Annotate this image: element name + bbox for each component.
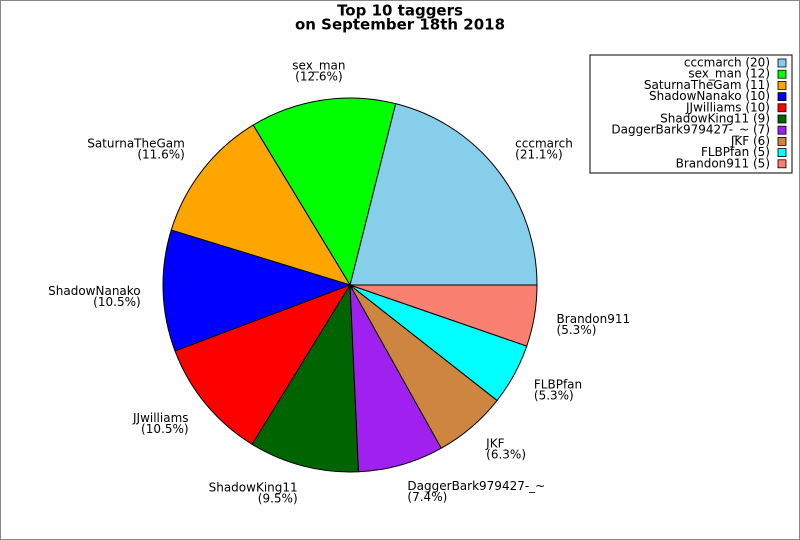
- legend-label: DaggerBark979427-_~ (7): [611, 123, 770, 137]
- slice-label: ShadowNanako: [48, 284, 141, 298]
- chart-subtitle: on September 18th 2018: [295, 16, 505, 34]
- pie-slice: [174, 284, 352, 446]
- slice-value-label: (11.6%): [137, 148, 184, 162]
- slice-value-label: (10.5%): [93, 295, 140, 309]
- pie-slice: [349, 103, 538, 286]
- legend-label: ShadowKing11 (9): [660, 112, 770, 126]
- legend-swatch: [777, 136, 787, 146]
- pie-slice: [170, 124, 352, 286]
- legend-label: FLBPfan (5): [701, 145, 770, 159]
- legend-swatch: [777, 148, 787, 158]
- slice-label: FLBPfan: [534, 378, 582, 392]
- slice-value-label: (12.6%): [295, 69, 342, 83]
- slice-value-label: (7.4%): [407, 490, 447, 504]
- slice-value-label: (5.3%): [557, 323, 597, 337]
- slice-label: Brandon911: [557, 312, 631, 326]
- legend-box: [589, 54, 793, 174]
- legend-label: JKF (6): [730, 134, 770, 148]
- legend-label: SaturnaTheGam (11): [644, 78, 770, 92]
- slice-label: cccmarch: [515, 137, 573, 151]
- chart-title: Top 10 taggers: [337, 2, 463, 20]
- slice-label: ShadowKing11: [209, 480, 298, 494]
- legend-label: sex_man (12): [688, 67, 770, 81]
- legend-label: Brandon911 (5): [676, 156, 770, 170]
- legend-swatch: [777, 125, 787, 135]
- slice-label: sex_man: [292, 58, 345, 72]
- legend-swatch: [777, 103, 787, 113]
- pie-slice: [252, 97, 397, 287]
- slice-label: SaturnaTheGam: [87, 137, 185, 151]
- slice-value-label: (5.3%): [534, 389, 574, 403]
- pie-slice: [251, 283, 360, 473]
- legend-label: cccmarch (20): [684, 56, 770, 70]
- legend-swatch: [777, 114, 787, 124]
- legend-label: JJwilliams (10): [685, 100, 770, 114]
- legend-swatch: [777, 159, 787, 169]
- legend-swatch: [777, 81, 787, 90]
- legend-swatch: [777, 58, 787, 68]
- legend-swatch: [777, 92, 787, 101]
- slice-label: JJwilliams: [132, 411, 189, 425]
- slice-value-label: (10.5%): [141, 422, 188, 436]
- pie-slice: [162, 229, 352, 352]
- legend-swatch: [777, 69, 787, 79]
- slice-label: JKF: [485, 437, 504, 451]
- slice-value-label: (21.1%): [515, 148, 562, 162]
- pie-slice: [349, 284, 538, 347]
- slice-value-label: (6.3%): [486, 448, 526, 462]
- slice-value-label: (9.5%): [258, 491, 298, 505]
- legend-label: ShadowNanako (10): [649, 89, 770, 103]
- slice-label: DaggerBark979427-_~: [407, 479, 545, 493]
